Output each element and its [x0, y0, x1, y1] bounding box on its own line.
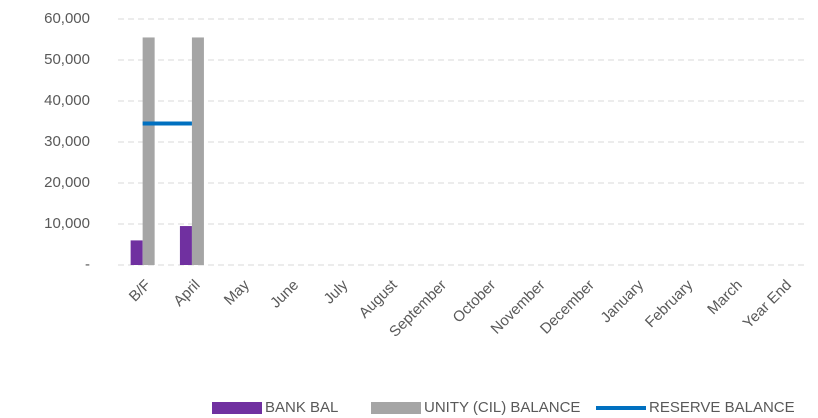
x-tick-label: December: [537, 277, 598, 338]
x-tick-label: February: [642, 276, 697, 331]
x-tick-label: July: [321, 276, 352, 307]
x-tick-label: October: [450, 277, 500, 327]
x-tick-label: June: [267, 277, 302, 312]
y-tick-label: 50,000: [44, 51, 90, 68]
bar: [179, 226, 192, 265]
bar: [130, 240, 143, 265]
y-tick-label: 20,000: [44, 174, 90, 191]
y-tick-label: 30,000: [44, 133, 90, 150]
legend-swatch: [212, 402, 262, 414]
x-tick-label: April: [170, 277, 203, 310]
x-tick-label: August: [356, 276, 402, 322]
bar: [191, 37, 204, 266]
legend-label: UNITY (CIL) BALANCE: [424, 399, 580, 416]
bar: [142, 37, 155, 266]
x-tick-label: May: [221, 276, 253, 308]
y-tick-label: -: [85, 256, 90, 273]
y-tick-label: 40,000: [44, 92, 90, 109]
legend-label: BANK BAL: [265, 399, 338, 416]
legend-label: RESERVE BALANCE: [649, 399, 795, 416]
y-tick-label: 60,000: [44, 10, 90, 27]
x-tick-label: March: [704, 277, 745, 318]
legend-swatch: [371, 402, 421, 414]
y-tick-label: 10,000: [44, 215, 90, 232]
x-tick-label: Year End: [740, 277, 795, 332]
x-tick-label: B/F: [126, 277, 155, 306]
x-tick-label: January: [597, 276, 647, 326]
